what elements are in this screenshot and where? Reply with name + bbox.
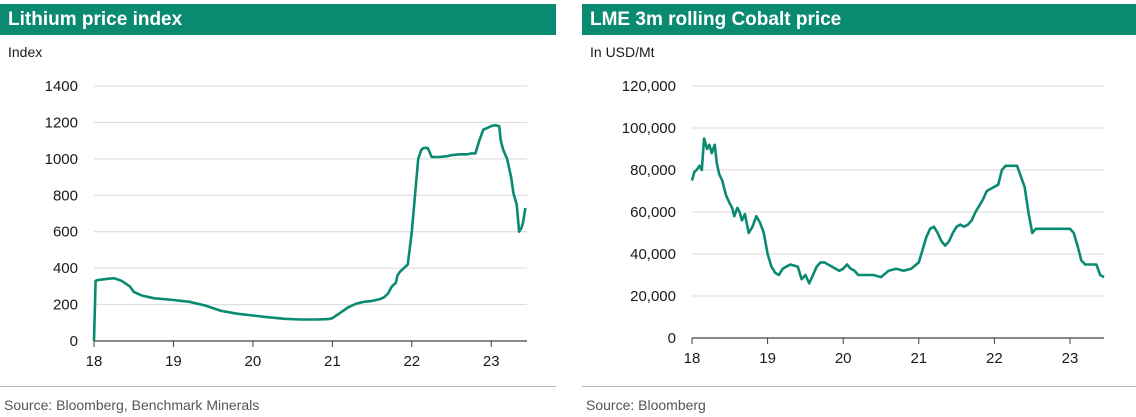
x-tick-label: 21 (324, 353, 341, 370)
y-tick-label: 120,000 (622, 78, 676, 95)
y-tick-label: 20,000 (630, 288, 676, 305)
y-axis-unit-label: In USD/Mt (590, 44, 655, 60)
x-tick-label: 19 (165, 353, 182, 370)
x-tick-label: 21 (910, 350, 927, 367)
y-tick-label: 600 (53, 224, 78, 241)
x-tick-label: 22 (986, 350, 1003, 367)
y-tick-label: 40,000 (630, 246, 676, 263)
series-line (92, 123, 527, 342)
chart-title: Lithium price index (0, 4, 556, 35)
x-tick-label: 18 (684, 350, 701, 367)
x-tick-label: 19 (759, 350, 776, 367)
y-tick-label: 60,000 (630, 204, 676, 221)
lithium-line-chart: 0 200 400 600 800 1000 1200 1400 18 19 20 21 22 23 (45, 78, 527, 370)
cobalt-chart-panel: LME 3m rolling Cobalt price In USD/Mt 0 2… (582, 0, 1136, 417)
lithium-chart-panel: Lithium price index Index 0 200 400 600 800 1… (0, 0, 556, 417)
y-tick-label: 1200 (45, 114, 78, 131)
y-tick-label: 800 (53, 187, 78, 204)
y-tick-label: 1000 (45, 151, 78, 168)
source-note: Source: Bloomberg (586, 397, 706, 413)
cobalt-line-chart: 0 20,000 40,000 60,000 80,000 100,000 120,000 1… (622, 78, 1105, 367)
y-tick-label: 80,000 (630, 162, 676, 179)
x-tick-label: 22 (403, 353, 420, 370)
y-tick-label: 1400 (45, 78, 78, 95)
y-tick-label: 100,000 (622, 120, 676, 137)
source-divider (582, 386, 1136, 387)
source-note: Source: Bloomberg, Benchmark Minerals (4, 397, 260, 413)
y-tick-label: 0 (70, 333, 78, 350)
source-divider (0, 386, 556, 387)
y-tick-label: 0 (668, 330, 676, 347)
x-tick-label: 23 (1062, 350, 1079, 367)
series-line (690, 137, 1105, 285)
x-tick-label: 18 (86, 353, 103, 370)
y-tick-label: 200 (53, 297, 78, 314)
x-tick-label: 23 (483, 353, 500, 370)
y-tick-label: 400 (53, 260, 78, 277)
y-axis-unit-label: Index (8, 44, 43, 60)
x-tick-label: 20 (245, 353, 262, 370)
chart-title: LME 3m rolling Cobalt price (582, 4, 1136, 35)
x-tick-label: 20 (835, 350, 852, 367)
